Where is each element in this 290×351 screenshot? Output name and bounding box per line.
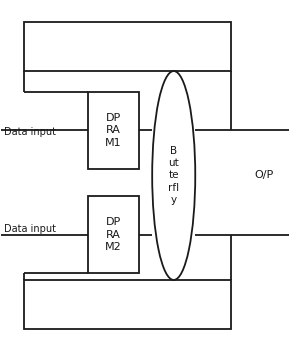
Text: Data input: Data input [4, 225, 56, 234]
Text: O/P: O/P [254, 171, 273, 180]
Bar [88, 92, 139, 168]
Text: B
ut
te
rfl
y: B ut te rfl y [168, 146, 179, 205]
Bar [88, 197, 139, 273]
Text: Data input: Data input [4, 127, 56, 137]
Bar [24, 22, 231, 71]
Bar [24, 280, 231, 329]
Text: DP
RA
M1: DP RA M1 [105, 113, 122, 148]
Text: DP
RA
M2: DP RA M2 [105, 217, 122, 252]
Ellipse shape [152, 71, 195, 280]
